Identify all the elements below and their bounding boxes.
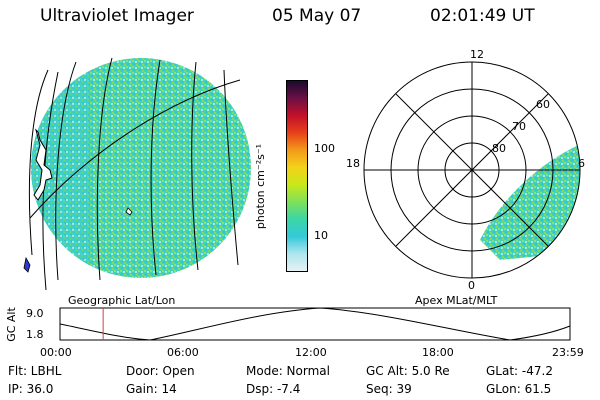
geographic-label: Geographic Lat/Lon (68, 294, 176, 307)
polar-label: Apex MLat/MLT (415, 294, 498, 307)
info-ip: IP: 36.0 (8, 382, 54, 396)
info-gc-alt: GC Alt: 5.0 Re (366, 364, 450, 378)
altitude-xtick-1: 06:00 (167, 346, 199, 359)
info-glon: GLon: 61.5 (486, 382, 552, 396)
info-gain: Gain: 14 (126, 382, 177, 396)
altitude-ytick-bottom: 1.8 (26, 328, 44, 341)
altitude-ytick-top: 9.0 (26, 307, 44, 320)
mlt-label-0: 0 (468, 279, 475, 292)
mlt-label-6: 6 (578, 157, 585, 170)
mlt-label-12: 12 (470, 48, 484, 61)
altitude-xtick-0: 00:00 (40, 346, 72, 359)
altitude-xtick-4: 23:59 (552, 346, 584, 359)
info-glat: GLat: -47.2 (486, 364, 553, 378)
lat-label-80: 80 (492, 142, 506, 155)
info-mode: Mode: Normal (246, 364, 330, 378)
info-dsp: Dsp: -7.4 (246, 382, 301, 396)
altitude-xtick-3: 18:00 (422, 346, 454, 359)
info-flt: Flt: LBHL (8, 364, 62, 378)
colorbar-tick-10: 10 (314, 229, 328, 242)
altitude-curve (59, 307, 571, 341)
date-label: 05 May 07 (272, 6, 362, 26)
coastline (33, 128, 53, 201)
colorbar-tick-100: 100 (314, 142, 335, 155)
time-label: 02:01:49 UT (430, 6, 535, 26)
lat-label-60: 60 (536, 98, 550, 111)
info-door: Door: Open (126, 364, 195, 378)
mlt-label-18: 18 (346, 157, 360, 170)
altitude-xtick-2: 12:00 (295, 346, 327, 359)
instrument-title: Ultraviolet Imager (40, 6, 194, 26)
lat-label-70: 70 (512, 120, 526, 133)
colorbar (286, 80, 308, 272)
geographic-grid (28, 57, 241, 291)
info-seq: Seq: 39 (366, 382, 412, 396)
